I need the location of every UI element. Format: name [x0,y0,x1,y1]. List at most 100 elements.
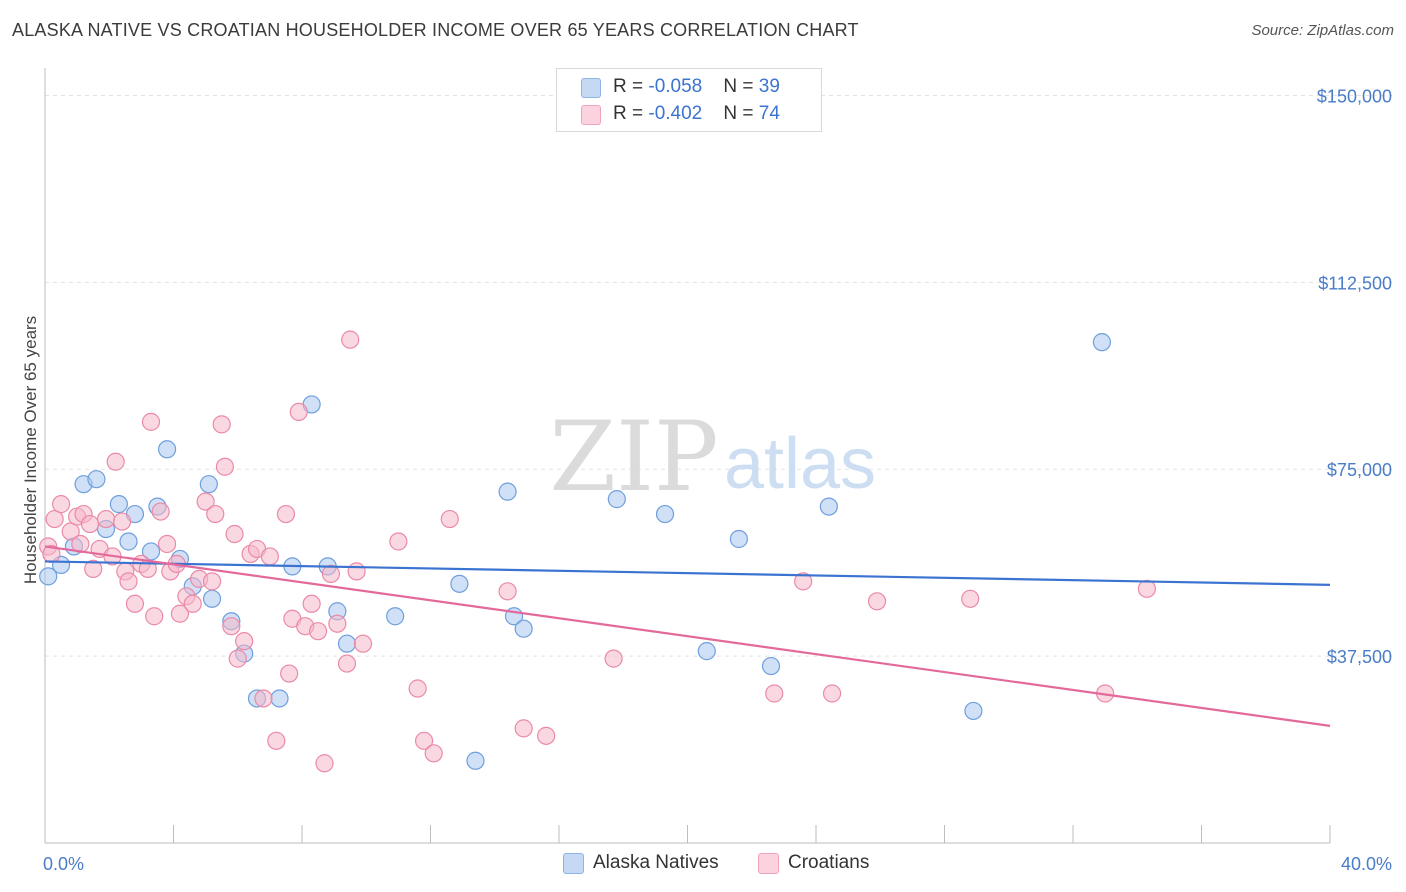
alaska-point-26 [450,574,469,593]
alaska-natives-points [39,333,1112,770]
croatian-point-24 [170,604,190,623]
croatian-point-31 [212,415,231,434]
alaska-point-14 [199,475,218,494]
croatian-point-57 [408,679,427,698]
croatian-point-54 [347,562,366,581]
legend-label-croatians: Croatians [788,852,870,873]
alaska-point-36 [819,497,838,516]
croatian-point-45 [289,402,308,422]
croatian-point-41 [267,731,286,750]
r-value-alaska: -0.058 [648,76,703,97]
croatian-point-42 [276,504,296,524]
croatian-point-1 [45,509,64,529]
croatian-point-63 [537,726,556,745]
legend-label-alaska: Alaska Natives [593,852,719,873]
alaska-point-15 [202,589,222,608]
croatian-point-50 [321,564,341,583]
alaska-point-19 [270,689,289,708]
alaska-point-37 [964,701,983,721]
croatian-point-3 [61,522,80,541]
trend-lines [44,545,1331,727]
croatian-point-21 [157,534,177,554]
alaska-point-35 [761,656,781,676]
croatian-point-12 [112,512,132,531]
croatians-points [39,330,1156,773]
croatian-point-39 [254,689,273,708]
croatian-point-18 [141,412,161,431]
x-tick-label-min: 0.0% [43,854,84,874]
croatian-point-43 [280,664,299,683]
croatian-point-62 [514,719,533,738]
croatian-point-32 [215,457,234,476]
correlation-legend: R = -0.058 N = 39 R = -0.402 N = 74 [556,68,822,132]
alaska-point-28 [498,482,517,501]
croatian-point-52 [337,654,357,673]
croatian-point-48 [308,622,328,641]
x-tick-labels: 0.0% 40.0% [43,854,1392,874]
alaska-point-27 [466,751,485,770]
croatian-trend-line [44,545,1331,727]
alaska-point-4 [87,470,106,489]
alaska-point-9 [141,542,161,561]
croatian-point-69 [961,589,980,608]
croatian-point-67 [822,684,842,703]
alaska-point-0 [39,567,58,586]
croatian-point-71 [1137,579,1156,598]
croatian-point-29 [202,572,222,591]
alaska-point-11 [157,440,177,459]
watermark-zip: ZIP [549,401,718,513]
croatian-point-58 [414,731,434,750]
croatian-point-11 [106,452,125,471]
y-tick-labels: $37,500 $75,000 $112,500 $150,000 [1317,86,1392,667]
croatian-point-55 [353,634,373,653]
alaska-point-5 [109,495,128,514]
croatian-point-51 [328,614,347,633]
alaska-point-25 [386,607,405,626]
croatian-point-64 [604,649,623,668]
croatian-point-53 [341,330,360,349]
croatian-point-66 [794,572,813,591]
grid-lines [45,94,1392,657]
legend-swatch-croatians [581,105,601,125]
legend-swatch-croatians [758,853,779,874]
croatian-point-35 [228,649,247,668]
y-tick-label-1: $75,000 [1327,460,1392,480]
croatian-point-40 [260,547,279,566]
alaska-point-31 [607,490,626,509]
croatian-point-20 [151,502,170,521]
croatian-point-30 [206,504,225,524]
alaska-point-38 [1092,333,1112,352]
croatian-point-7 [84,559,103,578]
legend-swatch-alaska [581,78,601,98]
croatian-point-33 [222,617,241,636]
croatian-point-14 [119,572,138,591]
croatian-point-61 [498,582,517,601]
croatian-point-28 [196,492,215,511]
alaska-point-30 [514,619,533,638]
n-value-croatians: 74 [758,103,780,124]
y-axis-label: Householder Income Over 65 years [21,316,40,584]
n-label: N = [723,103,759,124]
alaska-point-32 [655,504,675,524]
croatian-point-36 [235,632,254,651]
y-tick-label-2: $112,500 [1318,273,1392,293]
r-label: R = [613,76,649,97]
source-label: Source: ZipAtlas.com [1251,22,1394,39]
croatian-point-2 [51,495,71,514]
croatian-point-59 [424,744,443,763]
croatian-point-56 [389,532,408,551]
alaska-trend-line [44,560,1331,586]
n-label: N = [723,76,759,97]
croatian-point-60 [440,509,459,529]
y-tick-label-0: $37,500 [1327,647,1392,667]
croatian-point-68 [867,592,887,611]
watermark: ZIP atlas [549,401,876,513]
legend-swatch-alaska [563,853,584,874]
croatian-point-47 [302,594,321,613]
croatian-point-49 [315,754,334,773]
n-value-alaska: 39 [758,76,780,97]
alaska-point-34 [729,529,749,549]
watermark-atlas: atlas [724,424,876,504]
croatian-point-19 [145,607,164,626]
